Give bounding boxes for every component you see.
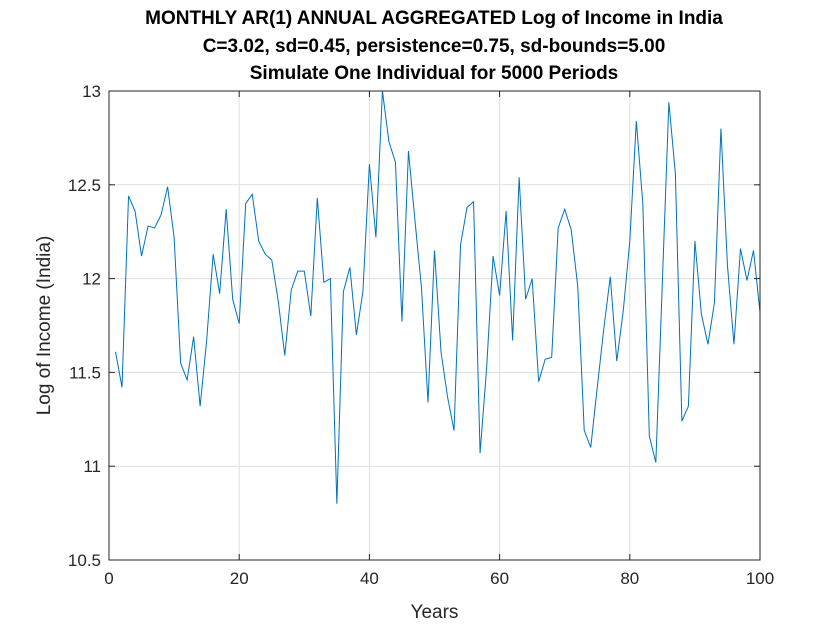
x-tick-label: 20 [230,569,249,588]
x-tick-label: 100 [746,569,774,588]
axes-box [108,90,761,561]
chart-title-line-1: MONTHLY AR(1) ANNUAL AGGREGATED Log of I… [145,8,723,29]
x-axis-label: Years [411,602,459,623]
x-tick-label: 80 [620,569,639,588]
y-tick-label: 13 [82,82,101,101]
x-tick-label: 40 [360,569,379,588]
y-tick-label: 12 [82,270,101,289]
y-axis-label: Log of Income (India) [34,236,55,416]
y-tick-label: 10.5 [68,551,101,570]
y-tick-label: 11 [83,457,101,476]
y-tick-labels: 10.5 11 11.5 12 12.5 13 [68,82,101,570]
x-tick-labels: 0 20 40 60 80 100 [104,569,774,588]
grid [108,90,761,561]
chart-title-line-2: C=3.02, sd=0.45, persistence=0.75, sd-bo… [202,36,666,57]
series-group [115,90,761,504]
chart-title-line-3: Simulate One Individual for 5000 Periods [249,63,619,84]
series-line [115,90,761,504]
y-tick-label: 11.5 [69,363,101,382]
y-tick-label: 12.5 [68,176,101,195]
ticks [108,90,761,561]
x-tick-label: 60 [490,569,509,588]
x-tick-label: 0 [104,569,113,588]
